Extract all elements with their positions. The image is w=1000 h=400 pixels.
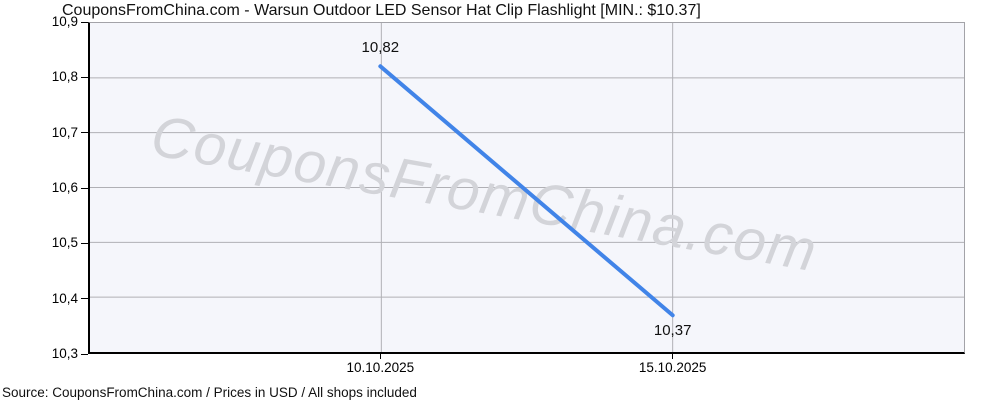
y-axis-label: 10,5 (51, 235, 78, 251)
y-axis-tick (81, 353, 88, 355)
y-axis-tick (81, 76, 88, 78)
x-axis-label: 15.10.2025 (638, 360, 707, 375)
y-axis-label: 10,3 (51, 346, 78, 361)
x-axis-label: 10.10.2025 (346, 360, 415, 375)
gridlines (90, 23, 964, 352)
y-axis-label: 10,4 (51, 290, 78, 306)
y-axis-label: 10,7 (51, 124, 78, 140)
y-axis-label: 10,9 (51, 14, 78, 29)
data-point-label: 10,37 (653, 322, 692, 340)
page-title: CouponsFromChina.com - Warsun Outdoor LE… (62, 2, 701, 19)
y-axis-label: 10,6 (51, 180, 78, 195)
footer-text: Source: CouponsFromChina.com / Prices in… (2, 385, 417, 400)
y-axis-tick (81, 187, 88, 189)
x-axis-tick (672, 354, 674, 359)
y-axis-label: 10,8 (51, 69, 78, 85)
data-point-label: 10,82 (361, 39, 400, 57)
y-axis-tick (81, 242, 88, 244)
y-axis-tick (81, 132, 88, 134)
y-axis-tick (81, 298, 88, 300)
x-axis-tick (379, 354, 381, 359)
y-axis-tick (81, 21, 88, 23)
plot-area (88, 22, 965, 354)
